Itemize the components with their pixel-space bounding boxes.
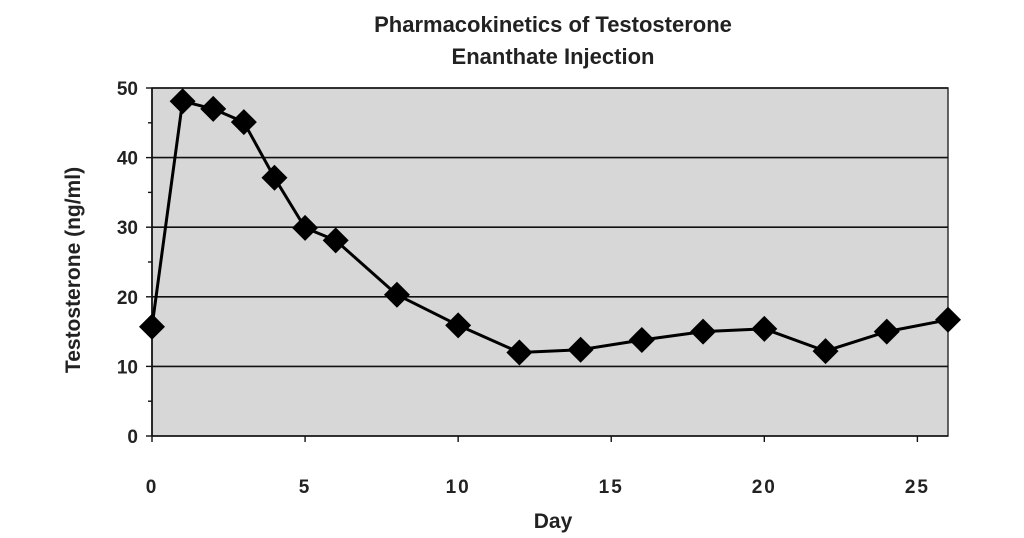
- y-tick-label-50: 50: [117, 79, 138, 100]
- data-point-day-16: [628, 326, 655, 353]
- data-point-day-20: [751, 315, 778, 342]
- x-tick-label-20: 20: [752, 477, 777, 498]
- data-point-day-2: [200, 95, 227, 122]
- y-tick-label-40: 40: [117, 149, 138, 170]
- x-tick-label-10: 10: [446, 477, 471, 498]
- x-tick-label-5: 5: [299, 477, 312, 498]
- data-point-day-6: [322, 227, 349, 254]
- data-point-day-3: [230, 109, 257, 136]
- y-tick-label-20: 20: [117, 288, 138, 309]
- plot-area: [151, 87, 949, 437]
- chart-title-line-2: Enanthate Injection: [452, 44, 655, 69]
- data-point-day-26: [935, 306, 961, 333]
- data-point-day-1: [169, 88, 196, 115]
- x-tick-label-0: 0: [146, 477, 159, 498]
- data-point-day-10: [445, 312, 472, 339]
- data-point-day-18: [690, 318, 717, 345]
- data-point-day-5: [292, 214, 319, 241]
- y-tick-label-0: 0: [127, 427, 138, 448]
- y-tick-label-30: 30: [117, 218, 138, 239]
- y-tick-label-10: 10: [117, 357, 138, 378]
- y-axis-label: Testosterone (ng/ml): [62, 167, 85, 373]
- data-point-day-14: [567, 336, 594, 363]
- data-point-day-22: [812, 338, 839, 365]
- x-axis-label: Day: [534, 510, 573, 533]
- data-point-day-12: [506, 339, 533, 366]
- x-tick-label-25: 25: [905, 477, 930, 498]
- data-point-day-0: [139, 313, 165, 340]
- data-point-day-24: [873, 318, 900, 345]
- chart-title-line-1: Pharmacokinetics of Testosterone: [374, 12, 732, 37]
- x-tick-label-15: 15: [599, 477, 624, 498]
- data-point-day-4: [261, 164, 288, 191]
- data-point-day-8: [383, 281, 410, 308]
